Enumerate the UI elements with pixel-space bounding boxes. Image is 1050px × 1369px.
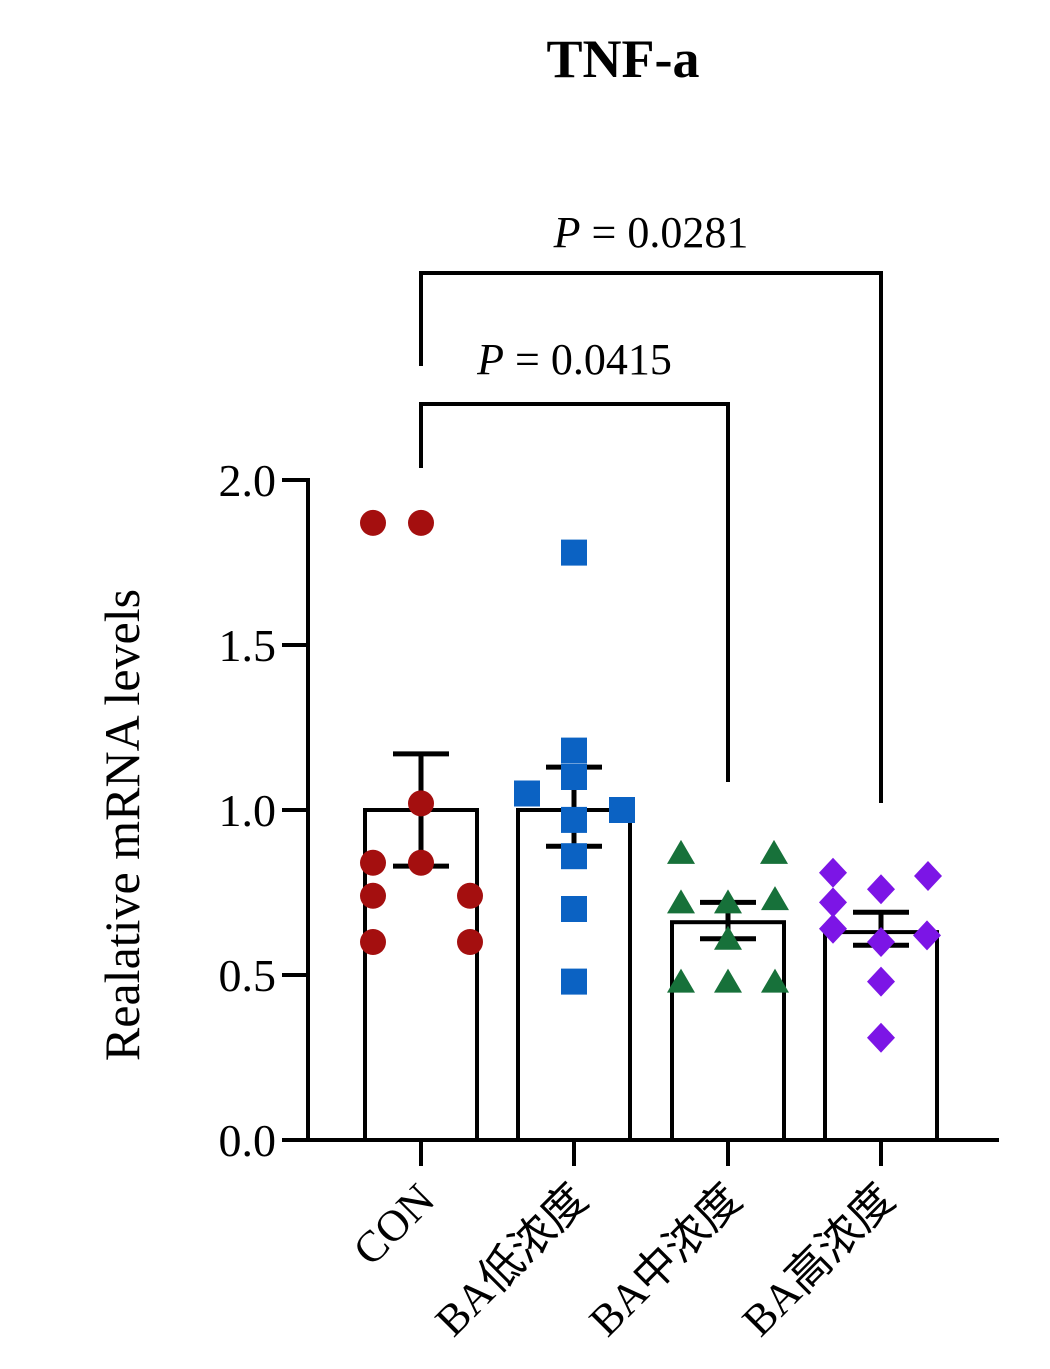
p-value-label: P = 0.0415 [476,335,672,384]
data-point-circle [408,790,434,817]
y-tick-label: 1.0 [219,785,277,836]
data-point-diamond [867,1022,895,1053]
p-value-label: P = 0.0281 [553,208,749,257]
x-tick-label: BA高浓度 [733,1174,904,1345]
data-point-square [514,780,540,807]
data-point-triangle [667,839,695,864]
data-point-square [561,764,587,790]
data-point-diamond [819,913,847,944]
data-point-square [561,896,587,922]
data-point-diamond [914,861,942,891]
y-tick-label: 0.5 [219,950,277,1001]
data-point-circle [360,882,386,909]
data-point-circle [360,929,386,955]
data-point-diamond [913,920,941,951]
data-point-triangle [714,889,742,914]
bar-group-2 [670,920,786,1143]
x-tick-label: BA中浓度 [580,1174,751,1345]
x-tick-label: BA低浓度 [426,1174,597,1345]
data-point-diamond [867,927,895,957]
data-point-diamond [819,887,847,918]
data-point-square [609,797,635,823]
data-point-square [561,539,587,566]
data-point-triangle [667,889,695,914]
significance-bracket [419,402,730,782]
data-point-diamond [867,874,895,905]
data-point-triangle [667,968,695,993]
data-point-circle [408,849,434,876]
data-point-triangle [761,886,789,911]
data-point-square [561,806,587,833]
data-point-circle [457,882,483,909]
data-point-triangle [714,925,742,950]
data-point-diamond [819,857,847,888]
y-tick-label: 0.0 [219,1115,277,1166]
data-point-circle [360,849,386,876]
data-point-triangle [761,968,789,993]
significance-bracket [419,271,883,803]
x-tick-label: CON [344,1174,444,1274]
data-point-square [561,968,587,995]
data-point-triangle [714,968,742,993]
data-point-circle [360,509,386,536]
y-axis-title: Realative mRNA levels [94,588,150,1062]
data-point-square [561,843,587,870]
data-point-circle [408,509,434,536]
y-tick-label: 2.0 [219,455,277,506]
y-tick-label: 1.5 [219,620,277,671]
chart-title: TNF-a [546,29,700,89]
data-point-triangle [760,839,788,864]
data-point-square [561,737,587,764]
data-point-circle [457,929,483,955]
data-point-diamond [867,966,895,997]
